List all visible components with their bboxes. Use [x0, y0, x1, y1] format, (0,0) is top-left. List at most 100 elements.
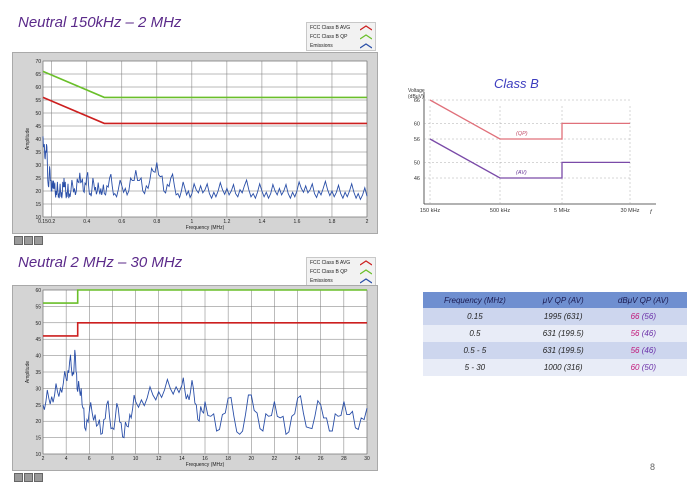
limits-header-row: Frequency (MHz) μV QP (AV) dBμV QP (AV)	[423, 292, 687, 308]
legend-qp-label: FCC Class B QP	[310, 33, 348, 40]
y-tick-label: 70	[35, 59, 41, 65]
legend-avg: FCC Class B AVG	[307, 23, 375, 32]
x-tick-label: 0.8	[153, 219, 160, 225]
y-tick-label: 30	[35, 163, 41, 169]
classb-y-tick: 46	[414, 176, 420, 182]
legend2-avg-label: FCC Class B AVG	[310, 259, 351, 266]
y-tick-label: 55	[35, 304, 41, 310]
legend-emissions: Emissions	[307, 41, 375, 50]
toolbar-cursor-icon[interactable]	[14, 236, 23, 245]
cell-freq: 0.5	[423, 325, 527, 342]
x-axis-label: Frequency (MHz)	[186, 225, 225, 231]
classb-x-tick: 150 kHz	[420, 208, 440, 214]
x-tick-label: 26	[318, 456, 324, 462]
emissions-trace	[42, 349, 368, 439]
legend2-avg: FCC Class B AVG	[307, 258, 375, 267]
chart2-toolbar[interactable]	[14, 473, 43, 482]
classb-svg: Voltage(dBμV) f 66 60 56 50 46 150 kHz 500 kHz 5 …	[408, 88, 656, 216]
y-tick-label: 15	[35, 436, 41, 442]
classb-av-line	[429, 138, 630, 179]
y-axis-label: Amplitude	[25, 128, 31, 150]
toolbar-pan-icon[interactable]	[34, 236, 43, 245]
cell-db-qp: 56	[630, 329, 640, 338]
chart2-frame: 2 4 6 8 10 12 14 16 18 20 22 24 26 28 30 10 15 20 25 30 35 40…	[12, 285, 378, 471]
y-tick-label: 50	[35, 321, 41, 327]
y-tick-label: 55	[35, 98, 41, 104]
x-tick-label: 2	[366, 219, 369, 225]
chart1-svg: 0.15 0.2 0.4 0.6 0.8 1 1.2 1.4 1.6 1.8 2 10 15 20 25 30…	[25, 59, 369, 231]
qp-limit-line	[43, 289, 367, 304]
classb-ylabel-2: (dBμV)	[408, 94, 424, 100]
x-axis-label: Frequency (MHz)	[186, 462, 225, 468]
classb-qp-label: (QP)	[516, 131, 528, 137]
legend-emissions-swatch	[360, 42, 372, 48]
x-tick-label: 10	[133, 456, 139, 462]
cell-uv: 631 (199.5)	[526, 325, 600, 342]
y-tick-label: 25	[35, 176, 41, 182]
chart1-toolbar[interactable]	[14, 236, 43, 245]
cell-db: 56 (46)	[599, 342, 687, 359]
toolbar2-cursor-icon[interactable]	[14, 473, 23, 482]
cell-uv: 631 (199.5)	[526, 342, 600, 359]
x-tick-label: 0.6	[118, 219, 125, 225]
qp-limit-line	[42, 70, 367, 99]
cell-freq: 0.15	[423, 308, 527, 325]
cell-db: 60 (50)	[599, 359, 687, 376]
legend2-emissions: Emissions	[307, 276, 375, 285]
classb-qp-line	[429, 99, 630, 140]
x-tick-label: 1.2	[223, 219, 230, 225]
legend2-emissions-swatch	[360, 277, 372, 283]
toolbar2-pan-icon[interactable]	[34, 473, 43, 482]
y-tick-label: 35	[35, 150, 41, 156]
x-tick-label: 4	[65, 456, 68, 462]
legend2-qp: FCC Class B QP	[307, 267, 375, 276]
y-axis-label: Amplitude	[25, 361, 31, 383]
y-tick-label: 30	[35, 386, 41, 392]
x-tick-label: 2	[42, 456, 45, 462]
cell-db: 56 (46)	[599, 325, 687, 342]
y-tick-label: 15	[35, 202, 41, 208]
cell-db-qp: 56	[630, 346, 640, 355]
cell-uv: 1000 (316)	[526, 359, 600, 376]
classb-x-tick: 5 MHz	[554, 208, 570, 214]
classb-ylabel-1: Voltage	[408, 88, 425, 94]
classb-x-tick: 30 MHz	[621, 208, 640, 214]
y-tick-label: 60	[35, 288, 41, 294]
legend2-emissions-label: Emissions	[310, 277, 333, 284]
avg-limit-line	[43, 321, 367, 337]
panel2-title: Neutral 2 MHz – 30 MHz	[18, 254, 183, 271]
avg-limit-line	[42, 96, 367, 125]
x-tick-label: 0.2	[48, 219, 55, 225]
y-tick-label: 10	[35, 452, 41, 458]
classb-y-tick: 56	[414, 137, 420, 143]
cell-db-qp: 66	[630, 312, 640, 321]
legend2-avg-swatch	[360, 259, 372, 265]
cell-db-av: (46)	[641, 346, 656, 355]
x-tick-label: 1	[190, 219, 193, 225]
legend-avg-label: FCC Class B AVG	[310, 24, 351, 31]
x-tick-label: 8	[111, 456, 114, 462]
table-row: 0.5 631 (199.5) 56 (46)	[423, 325, 687, 342]
x-tick-label: 0.15	[38, 219, 48, 225]
header-dbuv: dBμV QP (AV)	[599, 292, 687, 308]
cell-db-qp: 60	[630, 363, 640, 372]
x-tick-label: 16	[202, 456, 208, 462]
classb-av-label: (AV)	[516, 170, 527, 176]
x-tick-label: 1.6	[293, 219, 300, 225]
legend-emissions-label: Emissions	[310, 42, 333, 49]
y-tick-label: 45	[35, 124, 41, 130]
x-tick-label: 30	[364, 456, 370, 462]
cell-freq: 0.5 - 5	[423, 342, 527, 359]
x-tick-label: 0.4	[83, 219, 90, 225]
toolbar-zoom-icon[interactable]	[24, 236, 33, 245]
y-tick-label: 35	[35, 370, 41, 376]
y-tick-label: 45	[35, 337, 41, 343]
limits-table: Frequency (MHz) μV QP (AV) dBμV QP (AV) …	[423, 292, 687, 376]
chart1-frame: 0.15 0.2 0.4 0.6 0.8 1 1.2 1.4 1.6 1.8 2 10 15 20 25 30…	[12, 52, 378, 234]
y-tick-label: 40	[35, 137, 41, 143]
legend-avg-swatch	[360, 24, 372, 30]
y-tick-label: 20	[35, 419, 41, 425]
x-tick-label: 14	[179, 456, 185, 462]
table-row: 5 - 30 1000 (316) 60 (50)	[423, 359, 687, 376]
toolbar2-zoom-icon[interactable]	[24, 473, 33, 482]
